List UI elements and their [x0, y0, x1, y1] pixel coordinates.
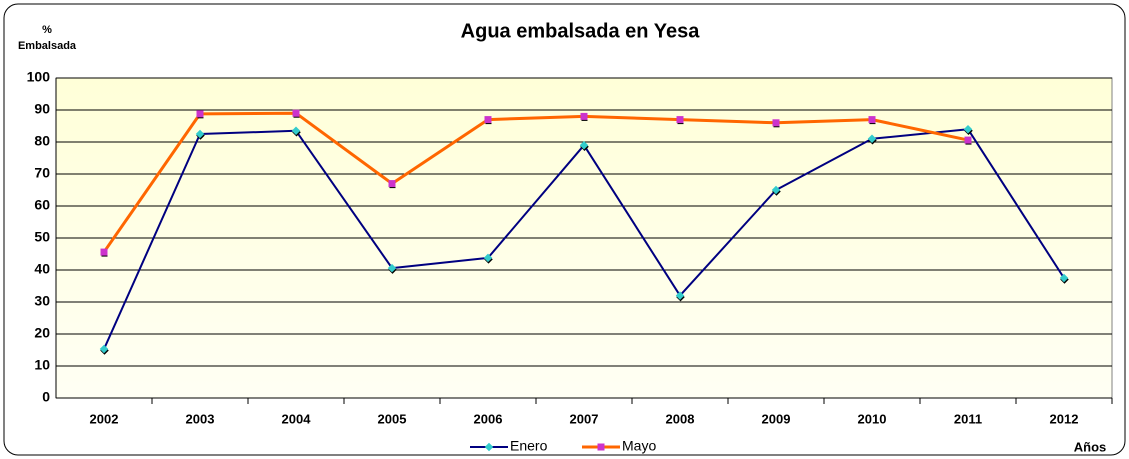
marker [675, 291, 685, 300]
marker [676, 116, 684, 124]
chart-title: Agua embalsada en Yesa [461, 20, 701, 42]
x-tick-label: 2011 [954, 411, 982, 426]
y-axis-label: % [42, 24, 52, 36]
marker [772, 119, 780, 127]
y-tick-label: 30 [34, 293, 50, 309]
y-tick-label: 0 [42, 389, 50, 405]
marker [484, 116, 492, 124]
y-tick-label: 10 [34, 357, 50, 373]
marker [388, 180, 396, 188]
x-axis-label: Años [1074, 439, 1107, 454]
y-tick-label: 100 [27, 69, 51, 85]
y-tick-label: 50 [34, 229, 50, 245]
legend-marker [597, 443, 605, 451]
x-tick-label: 2006 [474, 411, 503, 426]
x-tick-label: 2005 [378, 411, 407, 426]
marker [292, 109, 300, 117]
marker [99, 344, 109, 354]
marker [1059, 273, 1069, 283]
x-tick-label: 2007 [570, 411, 599, 426]
marker [964, 136, 972, 144]
marker [291, 126, 301, 136]
y-tick-label: 90 [34, 101, 50, 117]
marker [196, 110, 204, 118]
y-axis-label: Embalsada [18, 40, 77, 52]
x-tick-label: 2012 [1050, 411, 1079, 426]
x-tick-label: 2002 [90, 411, 119, 426]
x-tick-label: 2003 [186, 411, 215, 426]
x-tick-label: 2004 [282, 411, 312, 426]
legend-label: Mayo [622, 438, 656, 454]
y-tick-label: 60 [34, 197, 50, 213]
legend-label: Enero [510, 438, 548, 454]
marker [580, 112, 588, 120]
marker [868, 116, 876, 124]
y-tick-label: 70 [34, 165, 50, 181]
marker [100, 248, 108, 256]
series-line [102, 111, 969, 253]
marker [195, 129, 205, 139]
y-tick-label: 80 [34, 133, 50, 149]
x-tick-label: 2008 [666, 411, 695, 426]
legend-marker [484, 442, 494, 452]
x-tick-label: 2009 [762, 411, 791, 426]
x-tick-label: 2010 [858, 411, 887, 426]
marker [387, 263, 397, 273]
y-tick-label: 20 [34, 325, 50, 341]
y-tick-label: 40 [34, 261, 50, 277]
marker [483, 253, 493, 263]
